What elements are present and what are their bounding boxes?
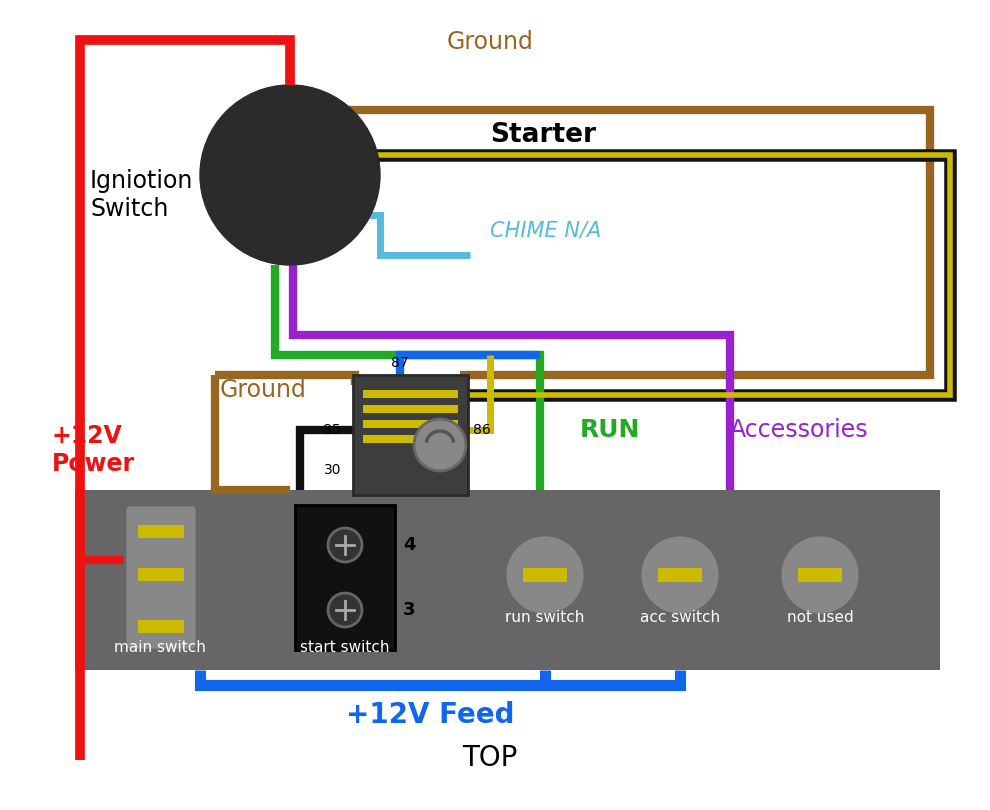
Bar [658, 568, 702, 582]
Text: 3: 3 [403, 601, 416, 619]
Text: 4: 4 [403, 536, 416, 554]
Bar [523, 568, 567, 582]
Bar [353, 375, 468, 495]
Circle shape [328, 528, 362, 562]
Bar [138, 620, 184, 633]
Circle shape [505, 535, 585, 615]
Bar [363, 390, 458, 398]
Bar [138, 568, 184, 581]
Bar [295, 505, 395, 650]
Text: main switch: main switch [114, 641, 206, 655]
Circle shape [414, 419, 466, 471]
Text: 30: 30 [324, 463, 341, 477]
Bar [363, 420, 458, 428]
FancyBboxPatch shape [125, 505, 197, 650]
Text: CHIME N/A: CHIME N/A [490, 220, 601, 240]
Text: +12V Feed: +12V Feed [346, 701, 514, 729]
Text: Accessories: Accessories [730, 418, 868, 442]
Bar [363, 405, 458, 413]
Text: 86: 86 [473, 423, 491, 437]
Text: RUN: RUN [580, 418, 641, 442]
Circle shape [200, 85, 380, 265]
Text: start switch: start switch [300, 641, 390, 655]
Text: 85: 85 [324, 423, 341, 437]
Text: run switch: run switch [505, 611, 585, 625]
Bar [798, 568, 842, 582]
Bar [363, 435, 458, 443]
Circle shape [328, 593, 362, 627]
Text: not used: not used [787, 611, 853, 625]
Text: Ground: Ground [220, 378, 307, 402]
Text: Igniotion
Switch: Igniotion Switch [90, 169, 193, 221]
Text: +12V
Power: +12V Power [52, 424, 135, 476]
Text: TOP: TOP [462, 744, 518, 772]
Text: Ground: Ground [446, 30, 534, 54]
Bar [138, 525, 184, 538]
Circle shape [780, 535, 860, 615]
Text: Starter: Starter [490, 122, 596, 148]
Circle shape [640, 535, 720, 615]
Bar [75, 490, 940, 670]
Text: acc switch: acc switch [640, 611, 720, 625]
Text: 87: 87 [391, 356, 409, 370]
